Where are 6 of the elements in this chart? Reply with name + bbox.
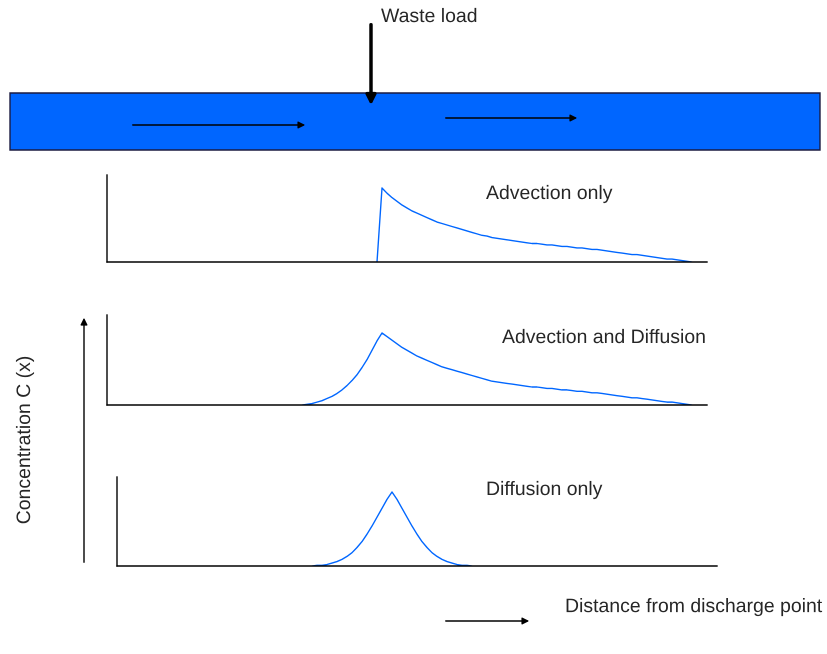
y-axis-title: Concentration C (x): [16, 356, 34, 524]
x-axis-title: Distance from discharge point: [566, 598, 822, 616]
chart-title: Advection and Diffusion: [502, 328, 705, 344]
text: Waste load: [381, 8, 476, 22]
chart-title: Advection only: [486, 184, 612, 204]
chart-title: Diffusion only: [488, 480, 602, 500]
